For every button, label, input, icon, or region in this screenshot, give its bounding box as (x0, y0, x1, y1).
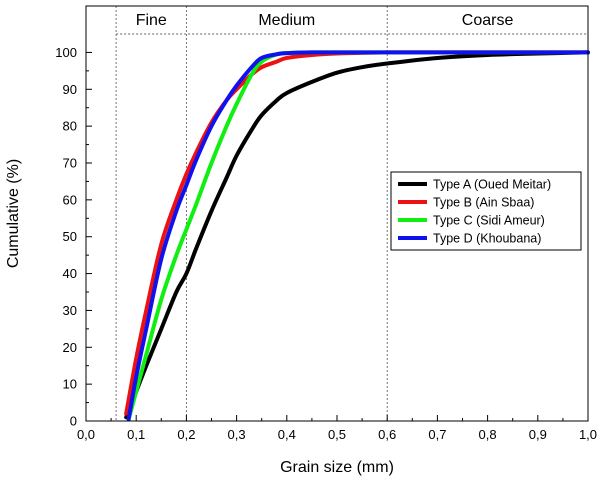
legend-label: Type A (Oued Meitar) (433, 178, 551, 192)
y-tick-label: 50 (63, 229, 77, 244)
x-tick-label: 1,0 (579, 427, 597, 442)
x-axis-title: Grain size (mm) (280, 459, 394, 476)
x-tick-label: 0,5 (328, 427, 346, 442)
y-tick-label: 100 (55, 45, 77, 60)
x-tick-label: 0,7 (428, 427, 446, 442)
y-tick-label: 30 (63, 303, 77, 318)
zone-label-fine: Fine (136, 12, 167, 29)
y-tick-label: 70 (63, 156, 77, 171)
y-tick-label: 40 (63, 266, 77, 281)
y-tick-label: 90 (63, 82, 77, 97)
legend: Type A (Oued Meitar) Type B (Ain Sbaa) Typ… (390, 171, 582, 251)
legend-label: Type B (Ain Sbaa) (433, 196, 534, 210)
x-tick-label: 0,3 (228, 427, 246, 442)
zone-boundary-lines (115, 6, 588, 421)
series-line-a (124, 50, 590, 420)
zone-label-medium: Medium (258, 12, 315, 29)
x-tick-label: 0,2 (177, 427, 195, 442)
y-tick-label: 0 (70, 414, 77, 429)
x-tick-label: 0,9 (529, 427, 547, 442)
x-tick-label: 0,1 (127, 427, 145, 442)
x-tick-label: 0,0 (77, 427, 95, 442)
y-tick-label: 20 (63, 340, 77, 355)
legend-label: Type C (Sidi Ameur) (433, 214, 545, 228)
y-tick-label: 60 (63, 192, 77, 207)
y-tick-label: 10 (63, 377, 77, 392)
axis-ticks: 0,0 0,1 0,2 0,3 0,4 0,5 0,6 0,7 0,8 0,9 1,0 0 10 20 30… (55, 45, 597, 442)
y-axis-title: Cumulative (%) (5, 159, 22, 268)
x-tick-label: 0,6 (378, 427, 396, 442)
legend-label: Type D (Khoubana) (433, 232, 541, 246)
series-lines (124, 50, 590, 422)
y-tick-label: 80 (63, 119, 77, 134)
zone-labels: Fine Medium Coarse (136, 12, 514, 29)
series-line-d (126, 50, 590, 422)
zone-label-coarse: Coarse (462, 12, 514, 29)
x-tick-label: 0,4 (278, 427, 296, 442)
x-tick-label: 0,8 (479, 427, 497, 442)
